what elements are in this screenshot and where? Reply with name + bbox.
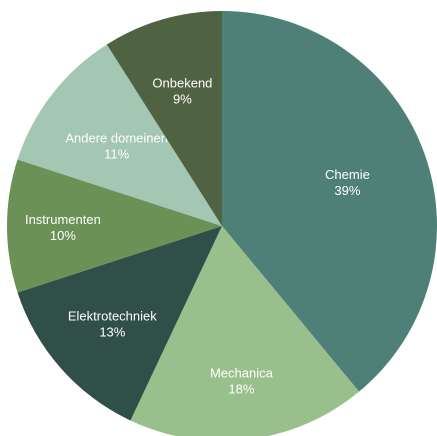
slice-percent-elektrotechniek: 13% xyxy=(99,325,125,340)
pie-slice-onbekend xyxy=(106,11,222,226)
slice-label-chemie: Chemie xyxy=(325,167,370,182)
slice-percent-onbekend: 9% xyxy=(173,92,192,107)
pie-slice-andere-domeinen xyxy=(17,44,223,226)
pie-slice-mechanica xyxy=(130,226,360,436)
slice-label-onbekend: Onbekend xyxy=(152,76,212,91)
slice-percent-chemie: 39% xyxy=(334,183,360,198)
pie-slice-chemie xyxy=(222,11,437,392)
slice-label-mechanica: Mechanica xyxy=(210,366,274,381)
pie-slice-instrumenten xyxy=(7,159,222,293)
pie-slice-elektrotechniek xyxy=(17,226,223,421)
slice-percent-mechanica: 18% xyxy=(228,382,254,397)
slice-label-instrumenten: Instrumenten xyxy=(25,212,101,227)
slice-percent-instrumenten: 10% xyxy=(50,228,76,243)
slice-percent-andere-domeinen: 11% xyxy=(104,146,129,161)
slice-label-andere-domeinen: Andere domeinen xyxy=(65,130,168,145)
slice-label-elektrotechniek: Elektrotechniek xyxy=(68,309,157,324)
